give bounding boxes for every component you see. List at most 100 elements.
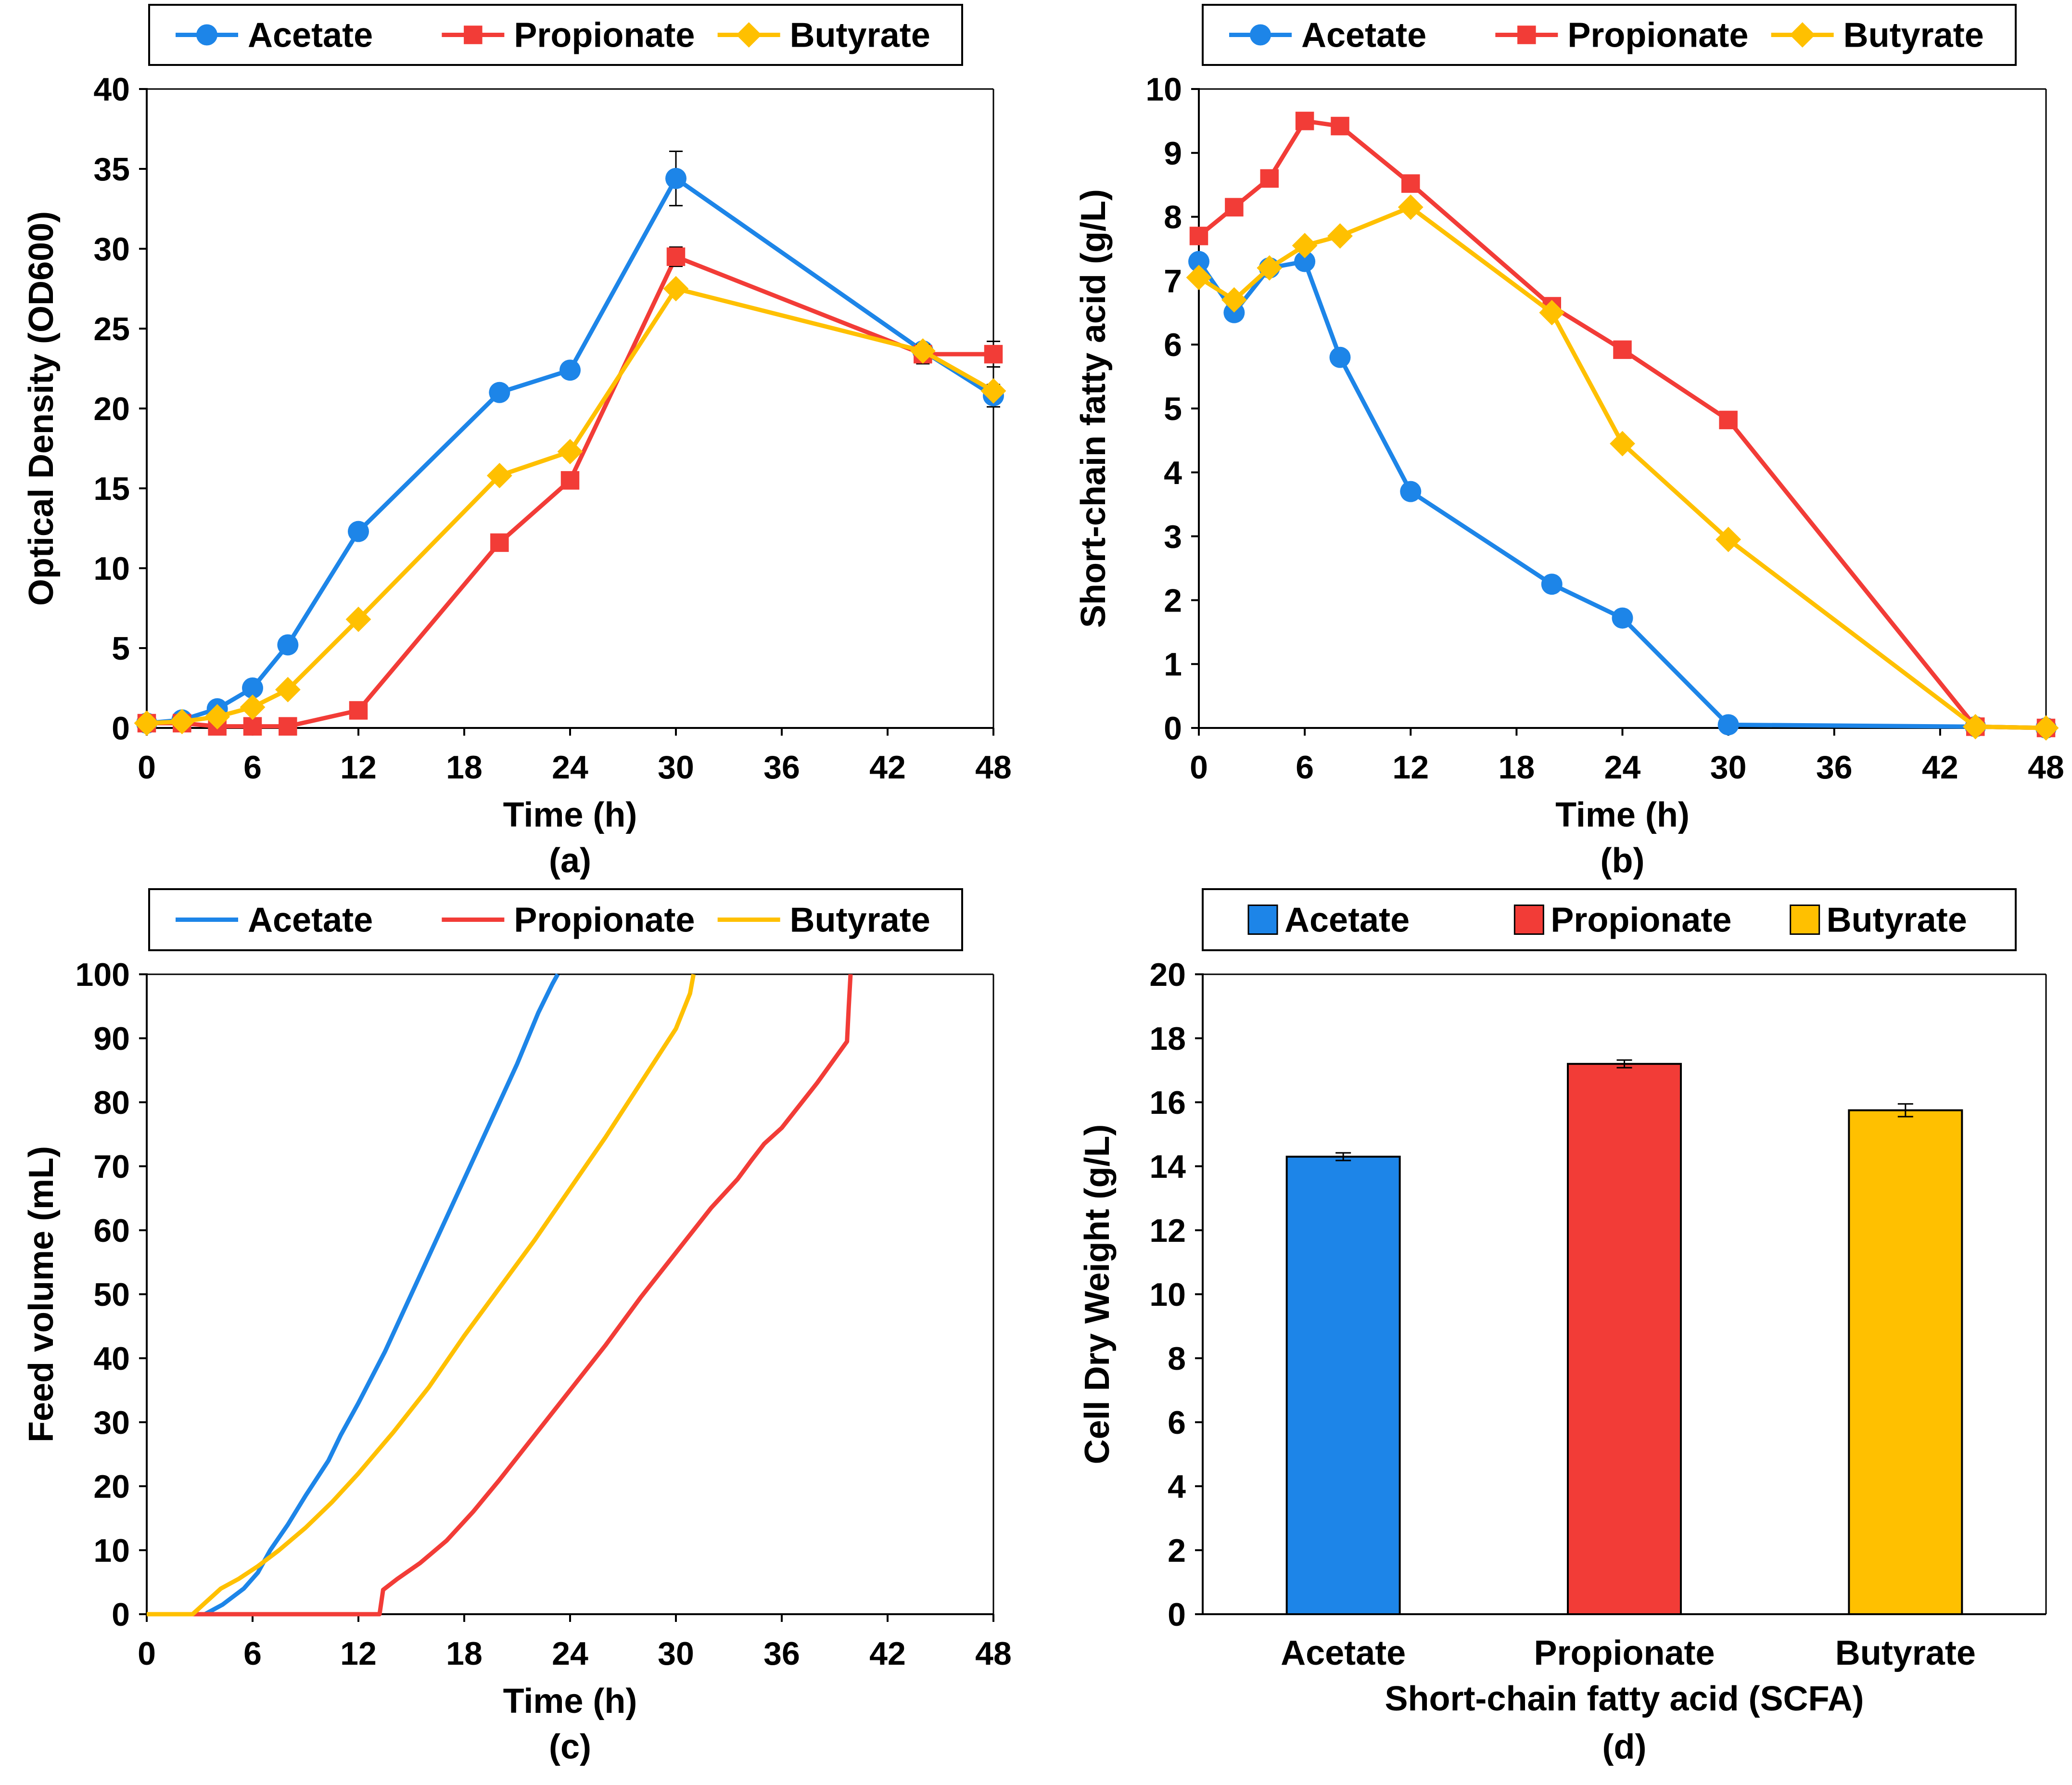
y-tick-label: 0 <box>112 1596 130 1633</box>
y-tick-label: 70 <box>93 1148 130 1185</box>
legend-label-butyrate: Butyrate <box>790 901 930 940</box>
legend-box <box>1202 4 2017 66</box>
panel-c-feed-volume-chart: 0 10 20 30 40 50 60 70 80 90 100 0 6 12 18 24 30 36 42 48 Ti… <box>22 888 1012 1766</box>
legend-marker-butyrate <box>736 22 762 48</box>
y-tick-label: 7 <box>1164 263 1182 299</box>
y-tick-label: 0 <box>1168 1596 1186 1633</box>
y-tick-label: 12 <box>1149 1212 1186 1249</box>
y-tick-label: 10 <box>93 550 130 587</box>
x-tick-label: 6 <box>243 749 262 786</box>
x-tick-label: 36 <box>763 1635 800 1672</box>
data-point-butyrate <box>1539 300 1565 326</box>
legend-label-propionate: Propionate <box>1567 16 1748 55</box>
x-tick-label: 36 <box>1816 749 1853 786</box>
x-tick-label: 0 <box>138 749 156 786</box>
y-tick-label: 10 <box>1149 1276 1186 1313</box>
data-point-butyrate <box>1962 714 1988 740</box>
panel-d-cell-dry-weight-chart: 0 2 4 6 8 10 12 14 16 18 20 Cell Dry Weight (g/L) Ac… <box>1078 888 2047 1766</box>
data-point-butyrate <box>1292 232 1318 258</box>
x-tick-label: 12 <box>1392 749 1429 786</box>
legend-swatch-propionate <box>1513 905 1544 935</box>
y-tick-label: 0 <box>1164 710 1182 747</box>
x-tick-label: 30 <box>658 1635 694 1672</box>
y-tick-label: 20 <box>93 391 130 427</box>
series-line-butyrate <box>146 286 995 726</box>
data-point-acetate <box>489 382 510 403</box>
y-axis-title: Cell Dry Weight (g/L) <box>1078 1124 1117 1465</box>
x-axis-title: Time (h) <box>503 796 637 834</box>
legend-marker-acetate <box>196 24 217 46</box>
data-point-propionate <box>1295 112 1314 130</box>
data-point-propionate <box>1260 169 1279 188</box>
data-point-acetate <box>242 677 263 699</box>
series-propionate <box>137 246 1003 736</box>
y-tick-label: 8 <box>1164 199 1182 236</box>
series-line-propionate <box>147 974 853 1617</box>
y-axis-title: Short-chain fatty acid (g/L) <box>1074 189 1113 628</box>
y-tick-label: 16 <box>1149 1084 1186 1121</box>
y-tick-label: 5 <box>112 630 130 667</box>
x-tick-label: 0 <box>1190 749 1208 786</box>
bar-butyrate <box>1848 1109 1963 1615</box>
x-tick-label: 12 <box>340 1635 377 1672</box>
legend-marker-propionate <box>464 26 483 44</box>
x-tick-label: 6 <box>243 1635 262 1672</box>
x-tick-label: 48 <box>2028 749 2064 786</box>
y-tick-label: 6 <box>1164 327 1182 363</box>
data-point-propionate <box>1189 227 1208 245</box>
data-point-propionate <box>1613 340 1632 359</box>
data-point-butyrate <box>2033 715 2059 741</box>
x-tick-label: 42 <box>869 749 906 786</box>
bar-propionate <box>1567 1063 1682 1615</box>
panel-label: (d) <box>1602 1728 1647 1766</box>
legend-label-acetate: Acetate <box>248 16 373 55</box>
legend-box <box>148 4 963 66</box>
y-tick-label: 50 <box>93 1276 130 1313</box>
data-point-acetate <box>348 521 369 542</box>
series-line-acetate <box>147 973 560 1617</box>
series-butyrate <box>1186 194 2059 741</box>
x-tick-label: 6 <box>1296 749 1314 786</box>
bar-acetate <box>1285 1156 1401 1616</box>
data-point-acetate <box>1188 251 1209 272</box>
x-tick-label: 18 <box>1499 749 1535 786</box>
data-point-propionate <box>1719 410 1738 430</box>
data-point-propionate <box>666 247 686 266</box>
data-point-propionate <box>490 533 509 552</box>
data-point-propionate <box>984 344 1003 364</box>
x-tick-label: 18 <box>446 749 483 786</box>
series-line-butyrate <box>147 974 696 1617</box>
x-tick-label: 0 <box>138 1635 156 1672</box>
data-point-acetate <box>665 167 686 189</box>
legend-label-butyrate: Butyrate <box>1843 16 1984 55</box>
series-butyrate <box>134 276 1006 736</box>
data-point-butyrate <box>1398 194 1424 220</box>
data-point-acetate <box>1329 346 1351 368</box>
x-tick-label: 18 <box>446 1635 483 1672</box>
y-tick-label: 9 <box>1164 135 1182 172</box>
data-point-butyrate <box>486 463 512 488</box>
y-tick-label: 10 <box>1145 71 1182 108</box>
x-category-label: Butyrate <box>1835 1634 1976 1672</box>
data-point-butyrate <box>204 704 230 730</box>
data-point-acetate <box>1400 481 1422 502</box>
y-tick-label: 40 <box>93 1340 130 1377</box>
y-tick-label: 8 <box>1168 1340 1186 1377</box>
series-acetate <box>147 973 560 1617</box>
panel-label: (c) <box>549 1728 591 1766</box>
series-line-propionate <box>147 255 993 729</box>
data-point-acetate <box>1717 714 1739 736</box>
data-point-butyrate <box>1257 255 1283 281</box>
y-tick-label: 6 <box>1168 1404 1186 1441</box>
y-tick-label: 30 <box>93 231 130 268</box>
legend-marker-acetate <box>1250 24 1271 46</box>
x-tick-label: 30 <box>1710 749 1747 786</box>
y-tick-label: 25 <box>93 311 130 347</box>
y-tick-label: 5 <box>1164 391 1182 427</box>
data-point-butyrate <box>557 439 583 465</box>
legend-label-propionate: Propionate <box>514 901 695 940</box>
data-point-butyrate <box>1610 431 1635 457</box>
x-tick-label: 36 <box>763 749 800 786</box>
y-tick-label: 2 <box>1168 1532 1186 1569</box>
data-point-propionate <box>1331 116 1349 136</box>
